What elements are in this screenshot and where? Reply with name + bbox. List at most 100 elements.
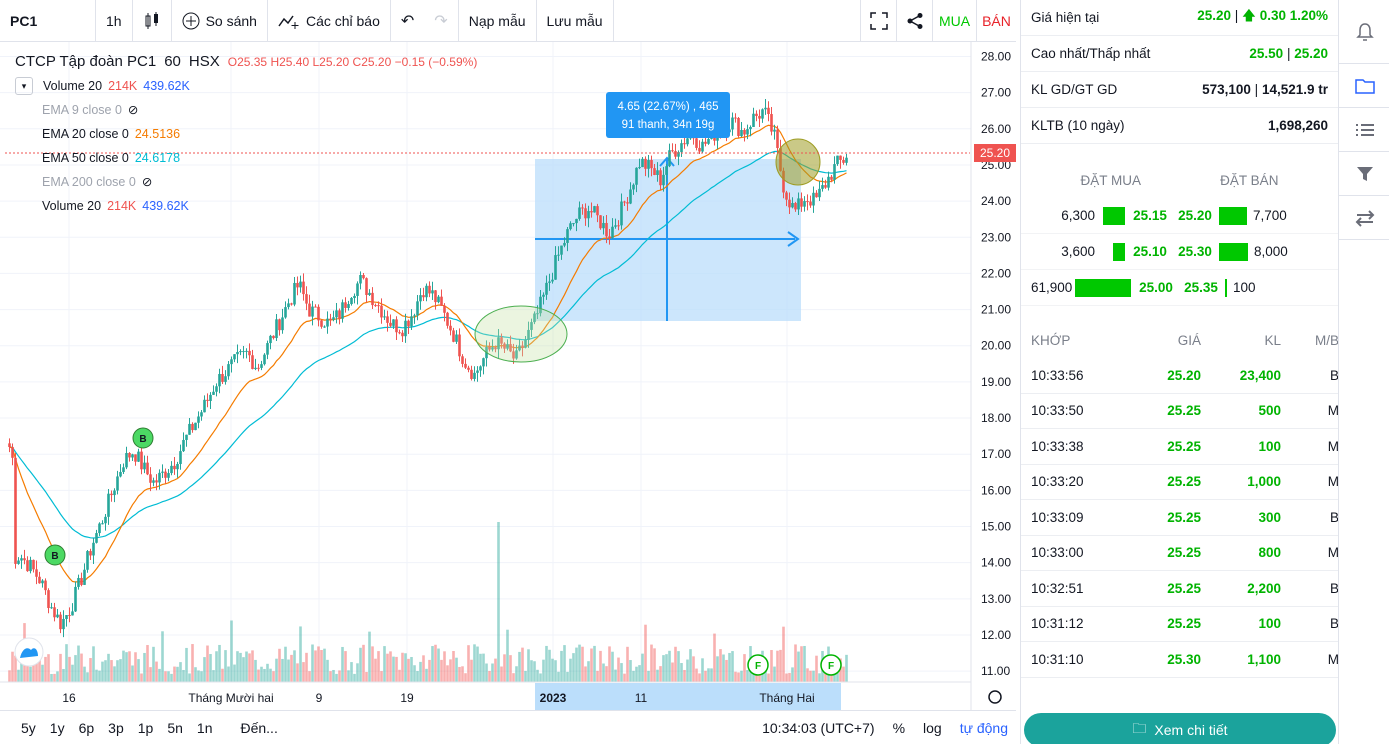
interval-label: 1h	[106, 12, 122, 29]
volume-bar	[491, 663, 494, 682]
collapse-legend-button[interactable]: ▾	[15, 77, 33, 95]
time-tick-label: 16	[62, 691, 76, 705]
filter-button[interactable]	[1339, 152, 1389, 196]
legend-volume-2[interactable]: Volume 20 214K 439.62K	[15, 194, 477, 218]
range-6m[interactable]: 6p	[78, 719, 95, 736]
switch-button[interactable]	[1339, 196, 1389, 240]
volume-bar	[224, 650, 227, 682]
volume-bar	[632, 670, 635, 682]
volume-bar	[596, 670, 599, 682]
orderbook-row: 3,600 25.10 25.30 8,000	[1021, 234, 1338, 270]
interval-button[interactable]: 1h	[96, 0, 133, 42]
trade-side: M	[1327, 651, 1338, 667]
volume-bar	[737, 672, 740, 682]
candle-body	[563, 242, 566, 246]
volume-bar	[329, 671, 332, 682]
volume-bar	[635, 666, 638, 682]
time-axis-highlight	[535, 683, 841, 710]
compare-button[interactable]: So sánh	[172, 0, 268, 42]
candle-body	[620, 201, 623, 226]
volume-bar	[719, 649, 722, 682]
redo-button[interactable]: ↷	[424, 0, 459, 42]
volume-bar	[275, 658, 278, 682]
save-template-button[interactable]: Lưu mẫu	[537, 0, 614, 42]
candle-body	[641, 158, 644, 168]
volume-bar	[722, 654, 725, 682]
circle-annotation	[775, 138, 821, 186]
candle-body	[518, 345, 521, 351]
ask-price[interactable]: 25.35	[1184, 280, 1218, 295]
legend-ema50[interactable]: EMA 50 close 0 24.6178	[15, 146, 477, 170]
buy-button[interactable]: MUA	[932, 0, 976, 42]
undo-button[interactable]: ↶	[391, 0, 424, 42]
candle-body	[20, 558, 23, 561]
volume-bar	[215, 651, 218, 682]
fullscreen-icon	[869, 12, 888, 30]
volume-bar	[734, 671, 737, 682]
range-3m[interactable]: 3p	[108, 719, 124, 736]
volume-bar	[281, 658, 284, 682]
volume-bar	[176, 666, 179, 682]
volume-bar	[362, 644, 365, 682]
candle-body	[176, 464, 179, 470]
percent-toggle[interactable]: %	[892, 719, 906, 736]
candle-body	[182, 439, 185, 452]
notifications-button[interactable]	[1339, 0, 1389, 64]
trade-volume: 100	[1258, 616, 1281, 632]
candle-body	[248, 350, 251, 356]
watchlist-button[interactable]	[1339, 64, 1389, 108]
bid-price[interactable]: 25.10	[1133, 244, 1167, 259]
candle-body	[674, 151, 677, 157]
indicator-icon	[278, 15, 299, 29]
load-template-button[interactable]: Nạp mẫu	[459, 0, 537, 42]
volume-bar	[350, 662, 353, 682]
candle-body	[839, 155, 842, 160]
symbol-search[interactable]: PC1	[0, 0, 96, 42]
legend-volume[interactable]: ▾ Volume 20 214K 439.62K	[15, 74, 477, 98]
range-1y[interactable]: 1y	[49, 719, 65, 736]
bid-price[interactable]: 25.15	[1133, 208, 1167, 223]
list-button[interactable]	[1339, 108, 1389, 152]
eye-off-icon[interactable]: ⊘	[141, 175, 153, 189]
volume-bar	[101, 661, 104, 682]
volume-bar	[485, 663, 488, 682]
eye-off-icon[interactable]: ⊘	[127, 103, 139, 117]
range-1d[interactable]: 1n	[196, 719, 213, 736]
volume-bar	[386, 653, 389, 682]
log-toggle[interactable]: log	[923, 719, 942, 736]
volume-bar	[194, 667, 197, 682]
orderbook-row: 61,900 25.00 25.35 100	[1021, 270, 1338, 306]
goto-date-button[interactable]: Đến...	[240, 719, 278, 736]
candle-body	[116, 476, 119, 491]
price-tick-label: 17.00	[981, 447, 1011, 461]
auto-toggle[interactable]: tự động	[959, 719, 1008, 736]
ask-price[interactable]: 25.30	[1178, 244, 1212, 259]
range-5y[interactable]: 5y	[21, 719, 36, 736]
legend-ema200[interactable]: EMA 200 close 0 ⊘	[15, 170, 477, 194]
volume-values: 573,100 | 14,521.9 tr	[1202, 82, 1328, 97]
chart-type-button[interactable]	[133, 0, 172, 42]
legend-ema9[interactable]: EMA 9 close 0 ⊘	[15, 98, 477, 122]
share-button[interactable]	[896, 0, 932, 42]
legend-ema20[interactable]: EMA 20 close 0 24.5136	[15, 122, 477, 146]
volume-bar	[98, 670, 101, 682]
volume-bar	[446, 665, 449, 682]
bid-price[interactable]: 25.00	[1139, 280, 1173, 295]
range-1m[interactable]: 1p	[137, 719, 154, 736]
candle-body	[296, 282, 299, 288]
legend-low: L25.20	[312, 55, 350, 69]
indicators-button[interactable]: Các chỉ báo	[268, 0, 391, 42]
range-5d[interactable]: 5n	[167, 719, 183, 736]
volume-bar	[317, 646, 320, 682]
candle-body	[584, 208, 587, 219]
chart-area[interactable]: 28.00 27.00 26.00 25.00 24.00 23.00 22.00 21.00…	[0, 42, 1016, 710]
fullscreen-button[interactable]	[860, 0, 896, 42]
view-details-button[interactable]: 🗀 Xem chi tiết	[1024, 713, 1336, 744]
sell-button[interactable]: BÁN	[976, 0, 1016, 42]
volume-bar	[713, 633, 716, 682]
ask-price[interactable]: 25.20	[1178, 208, 1212, 223]
candle-body	[476, 370, 479, 373]
candle-body	[638, 167, 641, 169]
price-chart[interactable]: 28.0027.0026.0025.0024.0023.0022.0021.00…	[0, 42, 1016, 710]
volume-bar	[248, 653, 251, 682]
